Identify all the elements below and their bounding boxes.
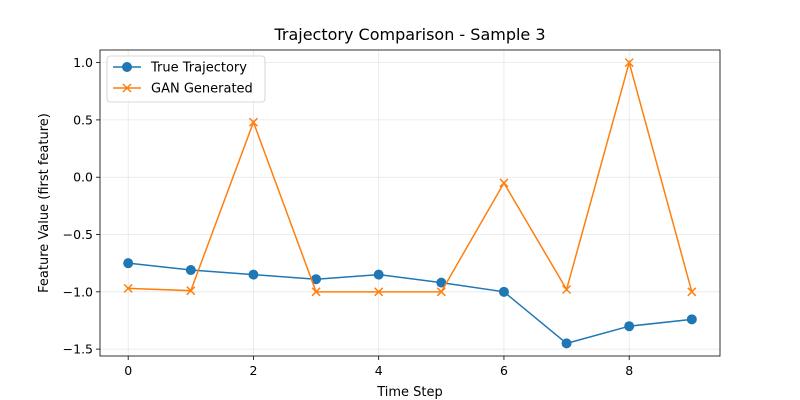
x-axis-label: Time Step	[376, 385, 443, 400]
y-tick-label: −1.0	[63, 284, 93, 299]
data-point	[374, 287, 384, 297]
data-point	[123, 283, 133, 293]
legend-swatch-marker	[122, 62, 132, 72]
y-axis-label: Feature Value (first feature)	[37, 113, 52, 293]
data-point	[311, 287, 321, 297]
axis-ticks: 0 2 4 6 8 −1.5 −1.0 −0.5 0.0 0.5 1.0	[63, 55, 634, 378]
data-point	[686, 314, 697, 325]
series-1	[123, 58, 697, 297]
data-point	[499, 178, 509, 188]
series-line	[128, 262, 692, 345]
plot-frame	[99, 49, 721, 357]
data-point	[624, 58, 634, 68]
data-point	[185, 265, 196, 276]
x-tick-label: 4	[375, 363, 383, 378]
x-tick-label: 0	[124, 363, 132, 378]
y-tick-label: −1.5	[63, 342, 93, 357]
data-point	[561, 338, 572, 349]
x-tick-label: 2	[249, 363, 257, 378]
y-tick-label: 0.0	[73, 170, 93, 185]
legend-entry: True Trajectory	[113, 61, 247, 76]
series-line	[128, 59, 693, 293]
chart-title: Trajectory Comparison - Sample 3	[273, 25, 545, 44]
x-tick-label: 6	[500, 363, 508, 378]
legend-label: True Trajectory	[150, 61, 247, 76]
series-layer	[123, 58, 697, 349]
series-0	[123, 258, 697, 349]
legend-box	[106, 55, 266, 103]
data-point	[624, 321, 635, 332]
data-point	[498, 286, 509, 297]
data-point	[248, 269, 259, 280]
data-point	[186, 286, 196, 296]
y-tick-label: −0.5	[63, 227, 93, 242]
y-tick-label: 1.0	[73, 55, 93, 70]
legend-label: GAN Generated	[151, 82, 253, 97]
data-point	[123, 258, 134, 269]
data-point	[248, 117, 258, 127]
data-point	[373, 269, 384, 280]
legend-swatch-marker	[122, 83, 132, 93]
y-tick-label: 0.5	[73, 112, 93, 127]
data-point	[687, 287, 697, 297]
data-point	[562, 284, 572, 295]
legend: True Trajectory GAN Generated	[106, 55, 266, 103]
data-point	[436, 287, 446, 297]
x-tick-label: 8	[625, 363, 633, 378]
legend-entry: GAN Generated	[113, 82, 253, 97]
